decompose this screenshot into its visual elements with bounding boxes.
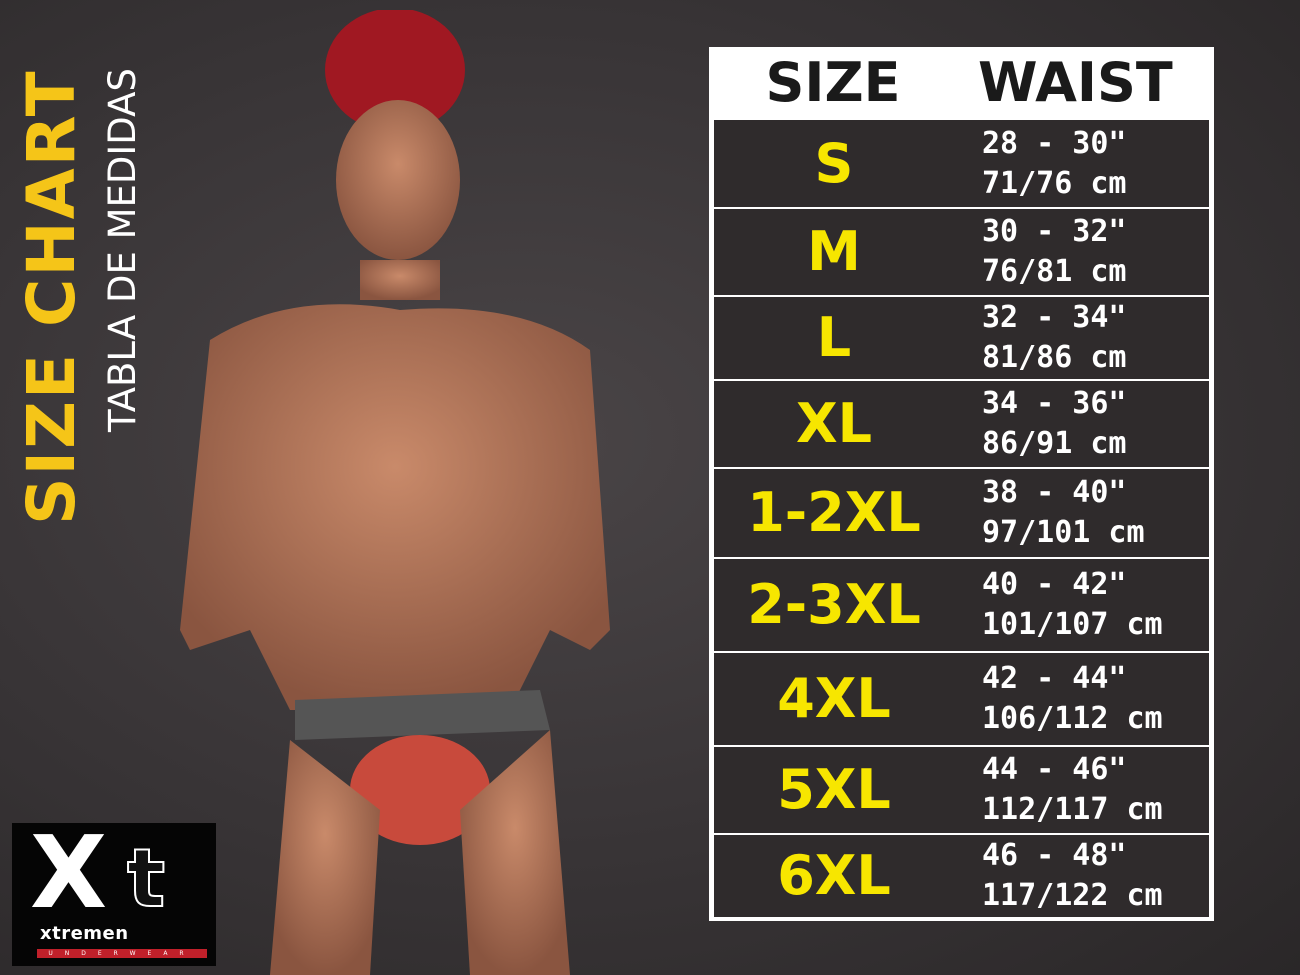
table-row: 5XL 44 - 46" 112/117 cm: [714, 747, 1209, 833]
waist-cm: 117/122 cm: [982, 878, 1163, 913]
waist-inches: 40 - 42": [982, 567, 1127, 602]
waist-cm: 86/91 cm: [982, 426, 1127, 461]
size-chart-subtitle: TABLA DE MEDIDAS: [101, 68, 144, 432]
logo-mark-x: X: [30, 823, 108, 931]
table-row: S 28 - 30" 71/76 cm: [714, 120, 1209, 207]
logo-mark-t: t: [126, 832, 166, 925]
size-table: SIZE WAIST S 28 - 30" 71/76 cm M 30 - 32…: [709, 47, 1214, 921]
waist-value: 44 - 46" 112/117 cm: [982, 750, 1163, 830]
waist-value: 42 - 44" 106/112 cm: [982, 659, 1163, 739]
waist-cm: 97/101 cm: [982, 515, 1145, 550]
waist-cm: 106/112 cm: [982, 701, 1163, 736]
waist-inches: 44 - 46": [982, 752, 1127, 787]
size-label: M: [807, 220, 861, 283]
table-row: 2-3XL 40 - 42" 101/107 cm: [714, 559, 1209, 651]
waist-value: 38 - 40" 97/101 cm: [982, 473, 1145, 553]
header-size: SIZE: [765, 50, 901, 114]
table-row: XL 34 - 36" 86/91 cm: [714, 381, 1209, 467]
waist-inches: 42 - 44": [982, 661, 1127, 696]
size-label: 1-2XL: [747, 481, 921, 544]
table-row: 1-2XL 38 - 40" 97/101 cm: [714, 469, 1209, 557]
waist-inches: 32 - 34": [982, 300, 1127, 335]
table-row: L 32 - 34" 81/86 cm: [714, 297, 1209, 379]
waist-value: 40 - 42" 101/107 cm: [982, 565, 1163, 645]
model-photo: [180, 10, 610, 975]
size-chart-title: SIZE CHART: [13, 69, 90, 525]
waist-inches: 38 - 40": [982, 475, 1127, 510]
logo-brand: xtremen: [40, 923, 129, 944]
waist-cm: 76/81 cm: [982, 254, 1127, 289]
waist-cm: 81/86 cm: [982, 340, 1127, 375]
size-label: 5XL: [777, 758, 891, 821]
waist-cm: 101/107 cm: [982, 607, 1163, 642]
waist-value: 46 - 48" 117/122 cm: [982, 836, 1163, 916]
waist-inches: 28 - 30": [982, 125, 1127, 161]
table-header: SIZE WAIST: [714, 47, 1209, 118]
waist-value: 32 - 34" 81/86 cm: [982, 298, 1127, 378]
size-label: 2-3XL: [747, 573, 921, 636]
waist-value: 30 - 32" 76/81 cm: [982, 212, 1127, 292]
size-label: 4XL: [777, 667, 891, 730]
table-row: M 30 - 32" 76/81 cm: [714, 209, 1209, 295]
waist-value: 28 - 30" 71/76 cm: [982, 124, 1127, 204]
logo-tagline: UNDERWEAR: [37, 949, 207, 958]
header-waist: WAIST: [978, 50, 1173, 114]
waist-cm: 71/76 cm: [982, 165, 1127, 201]
waist-inches: 34 - 36": [982, 386, 1127, 421]
size-label: 6XL: [777, 844, 891, 907]
waist-inches: 46 - 48": [982, 838, 1127, 873]
size-label: L: [816, 306, 852, 369]
table-row: 6XL 46 - 48" 117/122 cm: [714, 835, 1209, 917]
waist-value: 34 - 36" 86/91 cm: [982, 384, 1127, 464]
table-row: 4XL 42 - 44" 106/112 cm: [714, 653, 1209, 745]
size-label: S: [814, 131, 854, 195]
vertical-title: SIZE CHART TABLA DE MEDIDAS: [0, 0, 160, 540]
waist-cm: 112/117 cm: [982, 792, 1163, 827]
waist-inches: 30 - 32": [982, 214, 1127, 249]
size-label: XL: [795, 392, 873, 455]
